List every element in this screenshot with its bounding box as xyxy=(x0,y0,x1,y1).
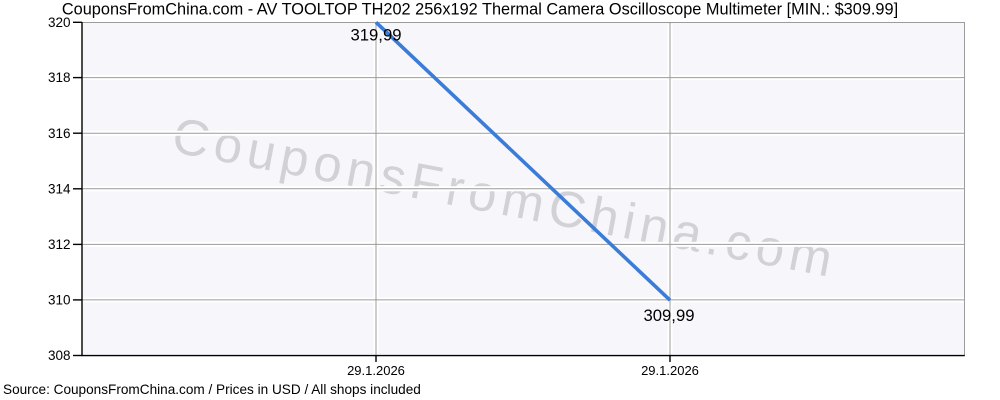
svg-text:318: 318 xyxy=(48,70,71,85)
svg-text:316: 316 xyxy=(48,126,71,141)
svg-text:312: 312 xyxy=(48,237,71,252)
svg-text:319,99: 319,99 xyxy=(350,26,401,45)
svg-text:314: 314 xyxy=(48,181,71,196)
svg-text:309,99: 309,99 xyxy=(643,306,694,325)
svg-text:308: 308 xyxy=(48,348,71,363)
svg-text:29.1.2026: 29.1.2026 xyxy=(641,363,699,378)
svg-text:Source: CouponsFromChina.com /: Source: CouponsFromChina.com / Prices in… xyxy=(3,382,421,397)
svg-text:CouponsFromChina.com - AV TOOL: CouponsFromChina.com - AV TOOLTOP TH202 … xyxy=(62,1,898,19)
svg-text:320: 320 xyxy=(48,15,71,30)
svg-text:310: 310 xyxy=(48,293,71,308)
svg-text:29.1.2026: 29.1.2026 xyxy=(347,363,405,378)
